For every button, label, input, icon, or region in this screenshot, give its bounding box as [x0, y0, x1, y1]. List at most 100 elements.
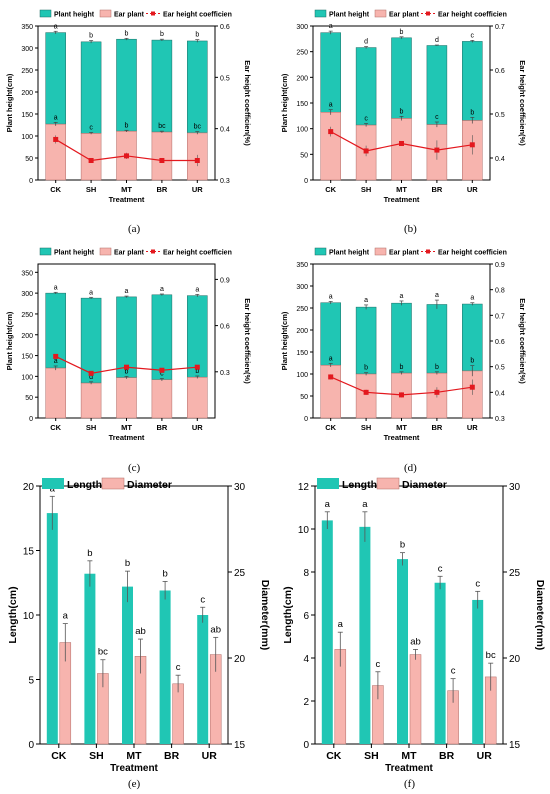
- x-tick-label: UR: [467, 423, 478, 432]
- y-tick-label: 20: [23, 482, 35, 493]
- y-tick-label: 150: [21, 112, 33, 119]
- letter-ear-plant: d: [89, 374, 93, 381]
- chart-c: 0 50 100 150 200 250 300 350 0.3 0.6 0.9 a a CK a d SH a b…: [5, 247, 252, 442]
- bar-length: [359, 526, 371, 744]
- y-axis-title: Plant height(cm): [5, 311, 14, 370]
- legend-label-coefficient: Ear height coefficien: [438, 12, 507, 19]
- letter-plant-height: a: [329, 23, 333, 30]
- y2-tick-label: 15: [509, 740, 521, 751]
- y-tick-label: 0: [29, 416, 33, 423]
- letter-diameter: bc: [98, 647, 108, 658]
- x-tick-label: BR: [431, 423, 442, 432]
- bar-diameter: [409, 654, 422, 745]
- legend-swatch-diameter: [376, 477, 400, 490]
- y-tick-label: 50: [300, 152, 308, 159]
- letter-ear-plant: b: [400, 108, 404, 115]
- y2-axis-title: Ear height coefficien(%): [243, 60, 252, 146]
- y2-tick-label: 0.3: [220, 178, 230, 185]
- y-tick-label: 0: [303, 740, 309, 751]
- caption-e: (e): [128, 778, 141, 790]
- letter-ear-plant: a: [329, 355, 333, 362]
- bar-plant-height: [80, 41, 102, 134]
- x-tick-label: SH: [86, 423, 96, 432]
- y-tick-label: 250: [21, 312, 33, 319]
- legend-label-ear-plant: Ear plant: [114, 250, 145, 257]
- y2-tick-label: 0.6: [220, 324, 230, 331]
- y-tick-label: 100: [21, 374, 33, 381]
- bar-diameter: [172, 683, 184, 745]
- x-tick-label: UR: [192, 423, 203, 432]
- legend-label-plant-height: Plant height: [54, 250, 95, 257]
- letter-ear-plant: b: [470, 109, 474, 116]
- x-tick-label: MT: [396, 423, 407, 432]
- y-tick-label: 350: [21, 24, 33, 31]
- y2-tick-label: 25: [509, 568, 521, 579]
- chart-d: 0 50 100 150 200 250 300 350 0.3 0.4 0.5 0.6 0.7 0.8 0…: [280, 247, 527, 442]
- bar-length: [321, 520, 333, 744]
- legend-swatch-plant-height: [39, 247, 52, 256]
- x-tick-label: MT: [121, 423, 132, 432]
- letter-diameter: c: [376, 659, 381, 670]
- letter-ear-plant: bc: [194, 124, 202, 131]
- y-tick-label: 100: [296, 372, 308, 379]
- point-ear-height-coefficient: [328, 129, 334, 135]
- x-tick-label: BR: [431, 185, 442, 194]
- y2-tick-label: 15: [234, 740, 246, 751]
- bar-ear-plant: [151, 131, 173, 181]
- legend-swatch-point: [151, 11, 155, 16]
- x-tick-label: BR: [156, 423, 167, 432]
- legend-label-ear-plant: Ear plant: [389, 12, 420, 19]
- legend-swatch-point: [426, 249, 430, 254]
- legend-swatch-ear-plant: [374, 9, 387, 18]
- caption-a: (a): [128, 223, 141, 235]
- legend-swatch-plant-height: [314, 9, 327, 18]
- letter-ear-plant: c: [364, 116, 368, 123]
- letter-plant-height: a: [470, 295, 474, 302]
- y2-axis-title: Diameter(mm): [534, 580, 546, 651]
- x-axis-title: Treatment: [384, 433, 420, 442]
- legend-label-diameter: Diameter: [402, 479, 447, 491]
- point-ear-height-coefficient: [434, 147, 440, 153]
- y-tick-label: 300: [21, 46, 33, 53]
- letter-diameter: c: [176, 662, 181, 673]
- y2-tick-label: 0.7: [495, 24, 505, 31]
- x-tick-label: CK: [326, 750, 342, 762]
- caption-d: (d): [404, 462, 417, 474]
- point-ear-height-coefficient: [399, 140, 404, 146]
- letter-length: a: [325, 499, 331, 510]
- y2-tick-label: 0.4: [495, 156, 505, 163]
- chart-b: 0 50 100 150 200 250 300 0.4 0.5 0.6 0.7 a a CK d c SH b b…: [280, 9, 527, 204]
- y-tick-label: 150: [296, 350, 308, 357]
- legend-swatch-point: [426, 11, 430, 16]
- legend-label-plant-height: Plant height: [54, 12, 95, 19]
- point-ear-height-coefficient: [469, 142, 475, 148]
- letter-diameter: a: [63, 611, 69, 622]
- x-tick-label: BR: [164, 750, 180, 762]
- y2-axis-title: Ear height coefficien(%): [518, 298, 527, 384]
- legend-swatch-point: [151, 249, 155, 254]
- letter-plant-height: b: [125, 30, 129, 37]
- bar-plant-height: [187, 40, 208, 134]
- bar-plant-height: [391, 37, 412, 119]
- bar-ear-plant: [45, 123, 66, 181]
- bar-ear-plant: [391, 118, 412, 181]
- point-ear-height-coefficient: [124, 153, 129, 159]
- letter-length: a: [362, 499, 368, 510]
- bar-ear-plant: [80, 382, 102, 419]
- y-tick-label: 50: [300, 394, 308, 401]
- point-ear-height-coefficient: [159, 367, 165, 373]
- bar-length: [434, 582, 446, 744]
- letter-length: b: [162, 568, 167, 579]
- letter-length: c: [200, 594, 205, 605]
- y2-tick-label: 25: [234, 568, 246, 579]
- bar-plant-height: [45, 32, 66, 125]
- letter-length: b: [400, 540, 405, 551]
- letter-plant-height: a: [89, 289, 93, 296]
- x-tick-label: MT: [126, 750, 142, 762]
- letter-diameter: ab: [410, 636, 421, 647]
- x-tick-label: UR: [477, 750, 493, 762]
- chart-a: 0501001502002503003500.30.40.50.6aaCKbcS…: [5, 9, 252, 204]
- letter-ear-plant: b: [195, 368, 199, 375]
- legend-label-length: Length: [342, 479, 377, 491]
- y-tick-label: 15: [23, 547, 35, 558]
